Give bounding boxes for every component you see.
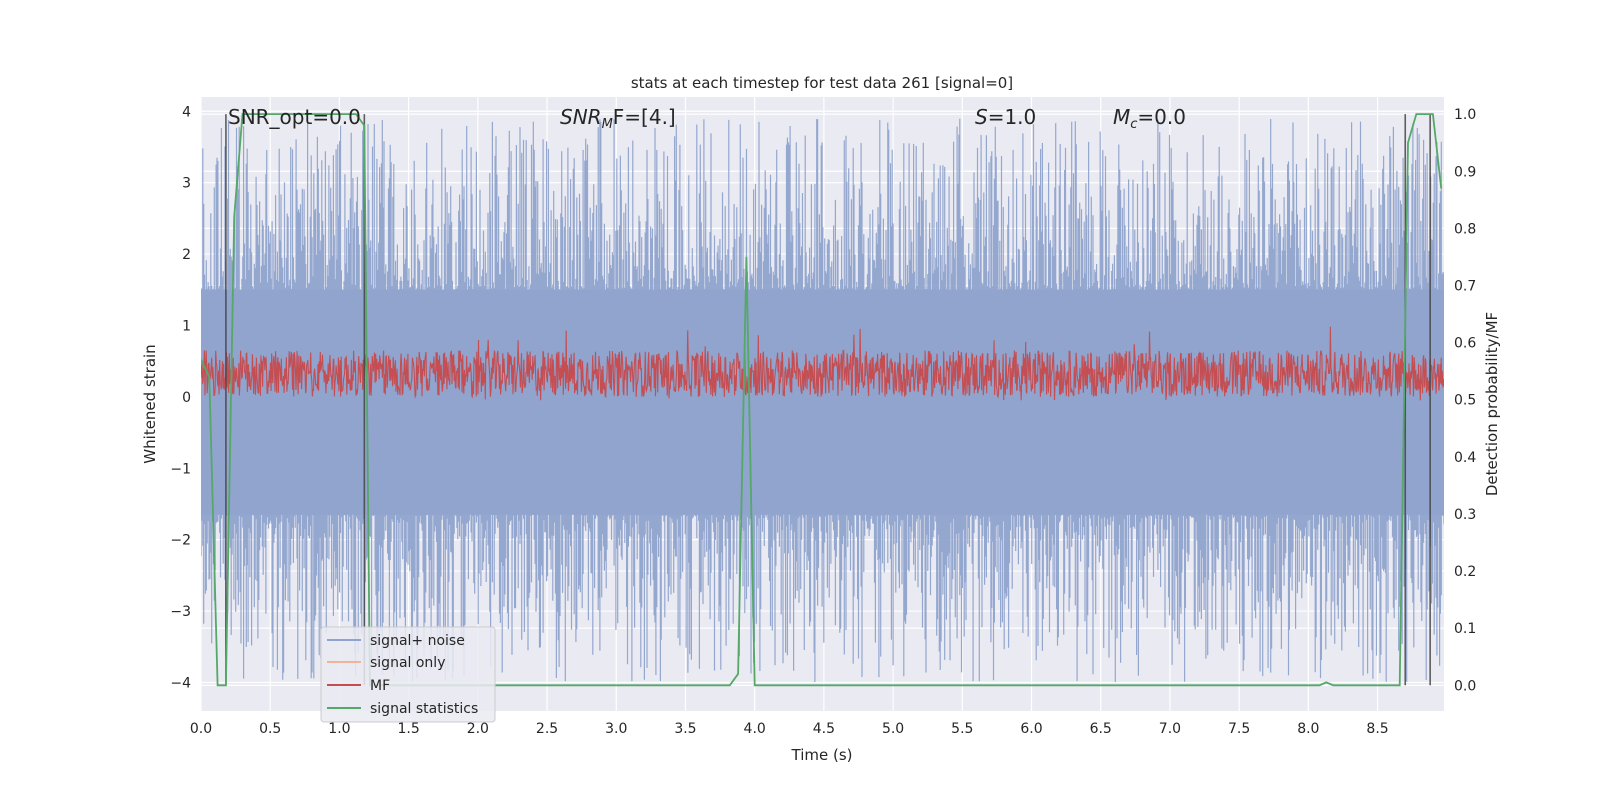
annotation-s: S=1.0: [975, 105, 1036, 129]
y-tick-label-left: −1: [170, 461, 191, 477]
signal-statistics-line: [201, 113, 1443, 687]
x-tick-label: 0.5: [259, 721, 281, 737]
x-tick-label: 1.0: [328, 721, 350, 737]
y-tick-label-right: 0.3: [1454, 507, 1476, 523]
y-tick-label-right: 0.8: [1454, 221, 1476, 237]
x-tick-label: 5.0: [882, 721, 904, 737]
y-tick-label-right: 0.1: [1454, 621, 1476, 637]
annotation-mc: Mc=0.0: [1113, 105, 1186, 132]
y-tick-label-left: −4: [170, 675, 191, 691]
y-tick-label-right: 0.6: [1454, 336, 1476, 352]
annotation-s-tail: =1.0: [988, 105, 1037, 129]
annotation-mc-main: M: [1113, 105, 1130, 129]
x-tick-label: 2.0: [467, 721, 489, 737]
y-tick-label-right: 0.7: [1454, 278, 1476, 294]
y-tick-label-left: 4: [182, 104, 191, 120]
data-layer: [201, 113, 1444, 687]
annotation-s-main: S: [975, 105, 988, 129]
y-tick-label-right: 0.0: [1454, 678, 1476, 694]
x-tick-label: 3.0: [605, 721, 627, 737]
x-tick-label: 1.5: [397, 721, 419, 737]
y-tick-label-left: 1: [182, 318, 191, 334]
y-tick-label-right: 0.5: [1454, 393, 1476, 409]
x-tick-label: 2.5: [536, 721, 558, 737]
y-tick-label-left: −2: [170, 533, 191, 549]
y-tick-label-right: 0.9: [1454, 164, 1476, 180]
y-tick-label-right: 1.0: [1454, 107, 1476, 123]
y-tick-label-left: 2: [182, 247, 191, 263]
x-tick-label: 8.0: [1297, 721, 1319, 737]
x-tick-label: 8.5: [1366, 721, 1388, 737]
y-tick-label-right: 0.2: [1454, 564, 1476, 580]
legend: signal+ noise signal only MF signal stat…: [320, 626, 496, 723]
y-tick-label-left: −3: [170, 604, 191, 620]
chart-title: stats at each timestep for test data 261…: [631, 74, 1013, 92]
x-tick-label: 3.5: [674, 721, 696, 737]
x-tick-label: 6.5: [1090, 721, 1112, 737]
y-tick-label-left: 0: [182, 390, 191, 406]
annotation-snr-mf-sub: M: [602, 117, 613, 132]
x-tick-label: 6.0: [1020, 721, 1042, 737]
legend-box: [320, 626, 496, 723]
tick-labels: 0.0 0.5 1.0 1.5 2.0 2.5 3.0 3.5 4.0 4.5 5.0 5.5 6.0 6…: [170, 104, 1476, 737]
x-tick-label: 5.5: [951, 721, 973, 737]
legend-label-signal-only: signal only: [370, 655, 445, 671]
annotation-snr-mf-main: SNR: [560, 105, 602, 129]
y-axis-label-left: Whitened strain: [141, 344, 159, 463]
x-axis-label: Time (s): [791, 746, 853, 764]
annotation-mc-tail: =0.0: [1137, 105, 1186, 129]
legend-label-signal-statistics: signal statistics: [370, 701, 478, 717]
y-tick-label-right: 0.4: [1454, 450, 1476, 466]
y-axis-label-right: Detection probability/MF: [1483, 312, 1501, 496]
x-tick-label: 0.0: [190, 721, 212, 737]
mf-line: [201, 326, 1444, 401]
x-tick-label: 7.5: [1228, 721, 1250, 737]
x-tick-label: 4.0: [744, 721, 766, 737]
annotation-snr-mf-tail: F=[4.]: [613, 105, 676, 129]
y-tick-label-left: 3: [182, 176, 191, 192]
legend-label-mf: MF: [370, 678, 390, 694]
x-tick-label: 4.5: [813, 721, 835, 737]
legend-label-signal-noise: signal+ noise: [370, 633, 465, 649]
x-tick-label: 7.0: [1159, 721, 1181, 737]
annotation-snr-mf: SNRMF=[4.]: [560, 105, 676, 132]
annotation-mc-sub: c: [1130, 117, 1137, 132]
annotation-snr-opt: SNR_opt=0.0: [228, 105, 361, 129]
